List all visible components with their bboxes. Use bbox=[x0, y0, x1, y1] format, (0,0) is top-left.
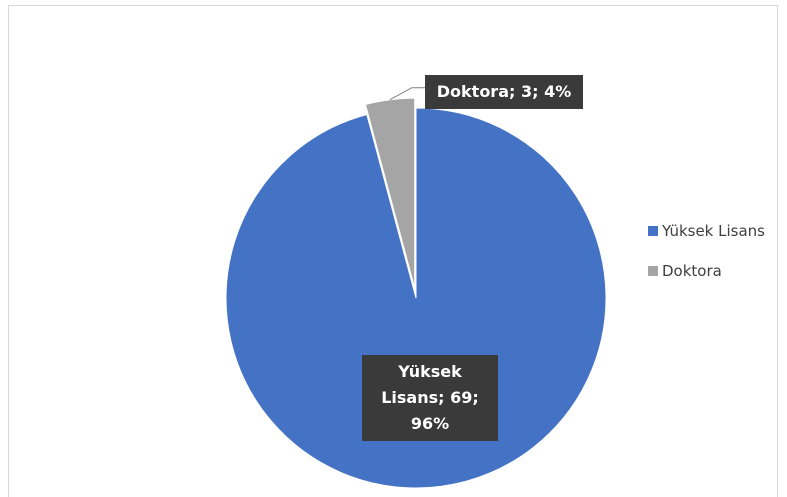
chart-frame bbox=[8, 5, 778, 497]
data-label: Yüksek Lisans; 69; 96% bbox=[362, 355, 498, 441]
legend-label: Doktora bbox=[662, 262, 722, 280]
pie-slice bbox=[364, 97, 416, 289]
leader-line bbox=[389, 87, 425, 101]
legend-label: Yüksek Lisans bbox=[662, 222, 765, 240]
legend-swatch bbox=[648, 266, 658, 276]
legend-swatch bbox=[648, 226, 658, 236]
legend-item: Doktora bbox=[648, 262, 722, 280]
legend-item: Yüksek Lisans bbox=[648, 222, 765, 240]
pie-slice bbox=[225, 107, 607, 489]
data-label: Doktora; 3; 4% bbox=[425, 75, 583, 109]
